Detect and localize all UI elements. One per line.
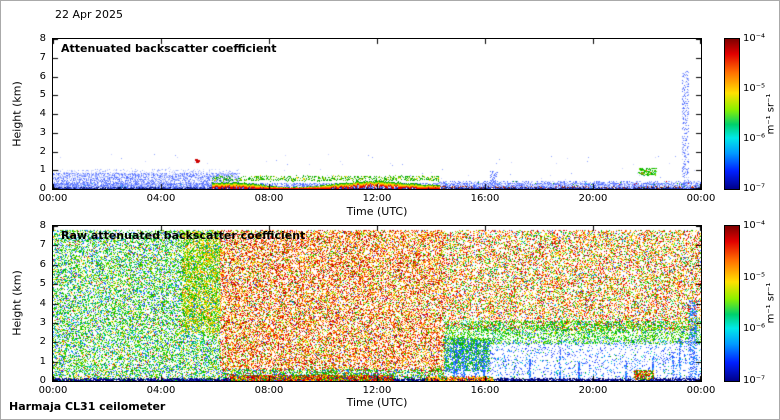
y-tick-label: 1 <box>39 355 46 367</box>
colorbar-tick-label: 10⁻⁶ <box>743 323 766 335</box>
x-tick-label: 00:00 <box>686 385 716 396</box>
bottom-x-tick-labels: 00:00 04:00 08:00 12:00 16:00 20:00 00:00 <box>39 384 716 396</box>
x-tick-label: 00:00 <box>686 193 716 204</box>
y-tick-label: 0 <box>39 183 46 194</box>
y-tick-label: 7 <box>39 239 46 251</box>
x-tick-label: 08:00 <box>254 385 284 396</box>
y-tick-label: 3 <box>39 126 46 138</box>
bottom-colorbar-tick-labels: 10⁻⁴ 10⁻⁵ 10⁻⁶ 10⁻⁷ <box>743 221 771 386</box>
x-tick-label: 16:00 <box>470 193 500 204</box>
y-tick-label: 7 <box>39 51 46 63</box>
x-tick-label: 04:00 <box>146 193 176 204</box>
colorbar-tick-label: 10⁻⁵ <box>743 83 766 94</box>
bottom-heatmap-canvas <box>53 226 701 381</box>
y-tick-label: 6 <box>39 258 46 270</box>
y-tick-label: 4 <box>39 108 46 119</box>
top-y-tick-labels: 0 1 2 3 4 5 6 7 8 <box>25 34 49 194</box>
top-plot-area: Attenuated backscatter coefficient <box>52 38 702 190</box>
top-colorbar-gradient <box>725 39 739 189</box>
x-tick-label: 08:00 <box>254 193 284 204</box>
bottom-y-axis-label: Height (km) <box>10 270 24 336</box>
x-tick-label: 20:00 <box>578 385 608 396</box>
x-tick-label: 04:00 <box>146 385 176 396</box>
top-x-axis-label: Time (UTC) <box>346 205 408 218</box>
top-panel-title: Attenuated backscatter coefficient <box>61 42 277 55</box>
y-tick-label: 8 <box>39 220 46 231</box>
top-heatmap-canvas <box>53 39 701 189</box>
y-tick-label: 4 <box>39 297 46 309</box>
y-tick-label: 5 <box>39 89 46 101</box>
top-colorbar-tick-labels: 10⁻⁴ 10⁻⁵ 10⁻⁶ 10⁻⁷ <box>743 34 771 194</box>
x-tick-label: 00:00 <box>38 193 68 204</box>
bottom-panel-title: Raw attenuated backscatter coefficient <box>61 229 306 242</box>
colorbar-tick-label: 10⁻⁴ <box>743 33 766 44</box>
top-x-tick-labels: 00:00 04:00 08:00 12:00 16:00 20:00 00:00 <box>39 192 716 204</box>
colorbar-tick-label: 10⁻⁷ <box>743 375 766 386</box>
y-tick-label: 6 <box>39 70 46 82</box>
top-colorbar <box>724 38 740 190</box>
top-colorbar-unit-label: m⁻¹ sr⁻¹ <box>765 93 777 135</box>
colorbar-tick-label: 10⁻⁵ <box>743 271 766 283</box>
footer-label: Harmaja CL31 ceilometer <box>9 400 166 413</box>
bottom-colorbar-gradient <box>725 226 739 381</box>
colorbar-tick-label: 10⁻⁴ <box>743 220 766 231</box>
date-label: 22 Apr 2025 <box>55 8 124 21</box>
colorbar-tick-label: 10⁻⁶ <box>743 133 766 144</box>
x-tick-label: 12:00 <box>362 385 392 396</box>
bottom-y-tick-labels: 0 1 2 3 4 5 6 7 8 <box>25 221 49 386</box>
colorbar-tick-label: 10⁻⁷ <box>743 183 766 194</box>
bottom-plot-area: Raw attenuated backscatter coefficient <box>52 225 702 382</box>
y-tick-label: 5 <box>39 278 46 290</box>
x-tick-label: 00:00 <box>38 385 68 396</box>
x-tick-label: 16:00 <box>470 385 500 396</box>
y-tick-label: 8 <box>39 33 46 44</box>
y-tick-label: 3 <box>39 316 46 328</box>
bottom-colorbar-unit-label: m⁻¹ sr⁻¹ <box>765 282 777 324</box>
x-tick-label: 20:00 <box>578 193 608 204</box>
y-tick-label: 0 <box>39 375 46 386</box>
y-tick-label: 2 <box>39 145 46 157</box>
x-tick-label: 12:00 <box>362 193 392 204</box>
y-tick-label: 1 <box>39 164 46 176</box>
y-tick-label: 2 <box>39 336 46 348</box>
top-y-axis-label: Height (km) <box>10 81 24 147</box>
bottom-colorbar <box>724 225 740 382</box>
bottom-x-axis-label: Time (UTC) <box>346 396 408 409</box>
